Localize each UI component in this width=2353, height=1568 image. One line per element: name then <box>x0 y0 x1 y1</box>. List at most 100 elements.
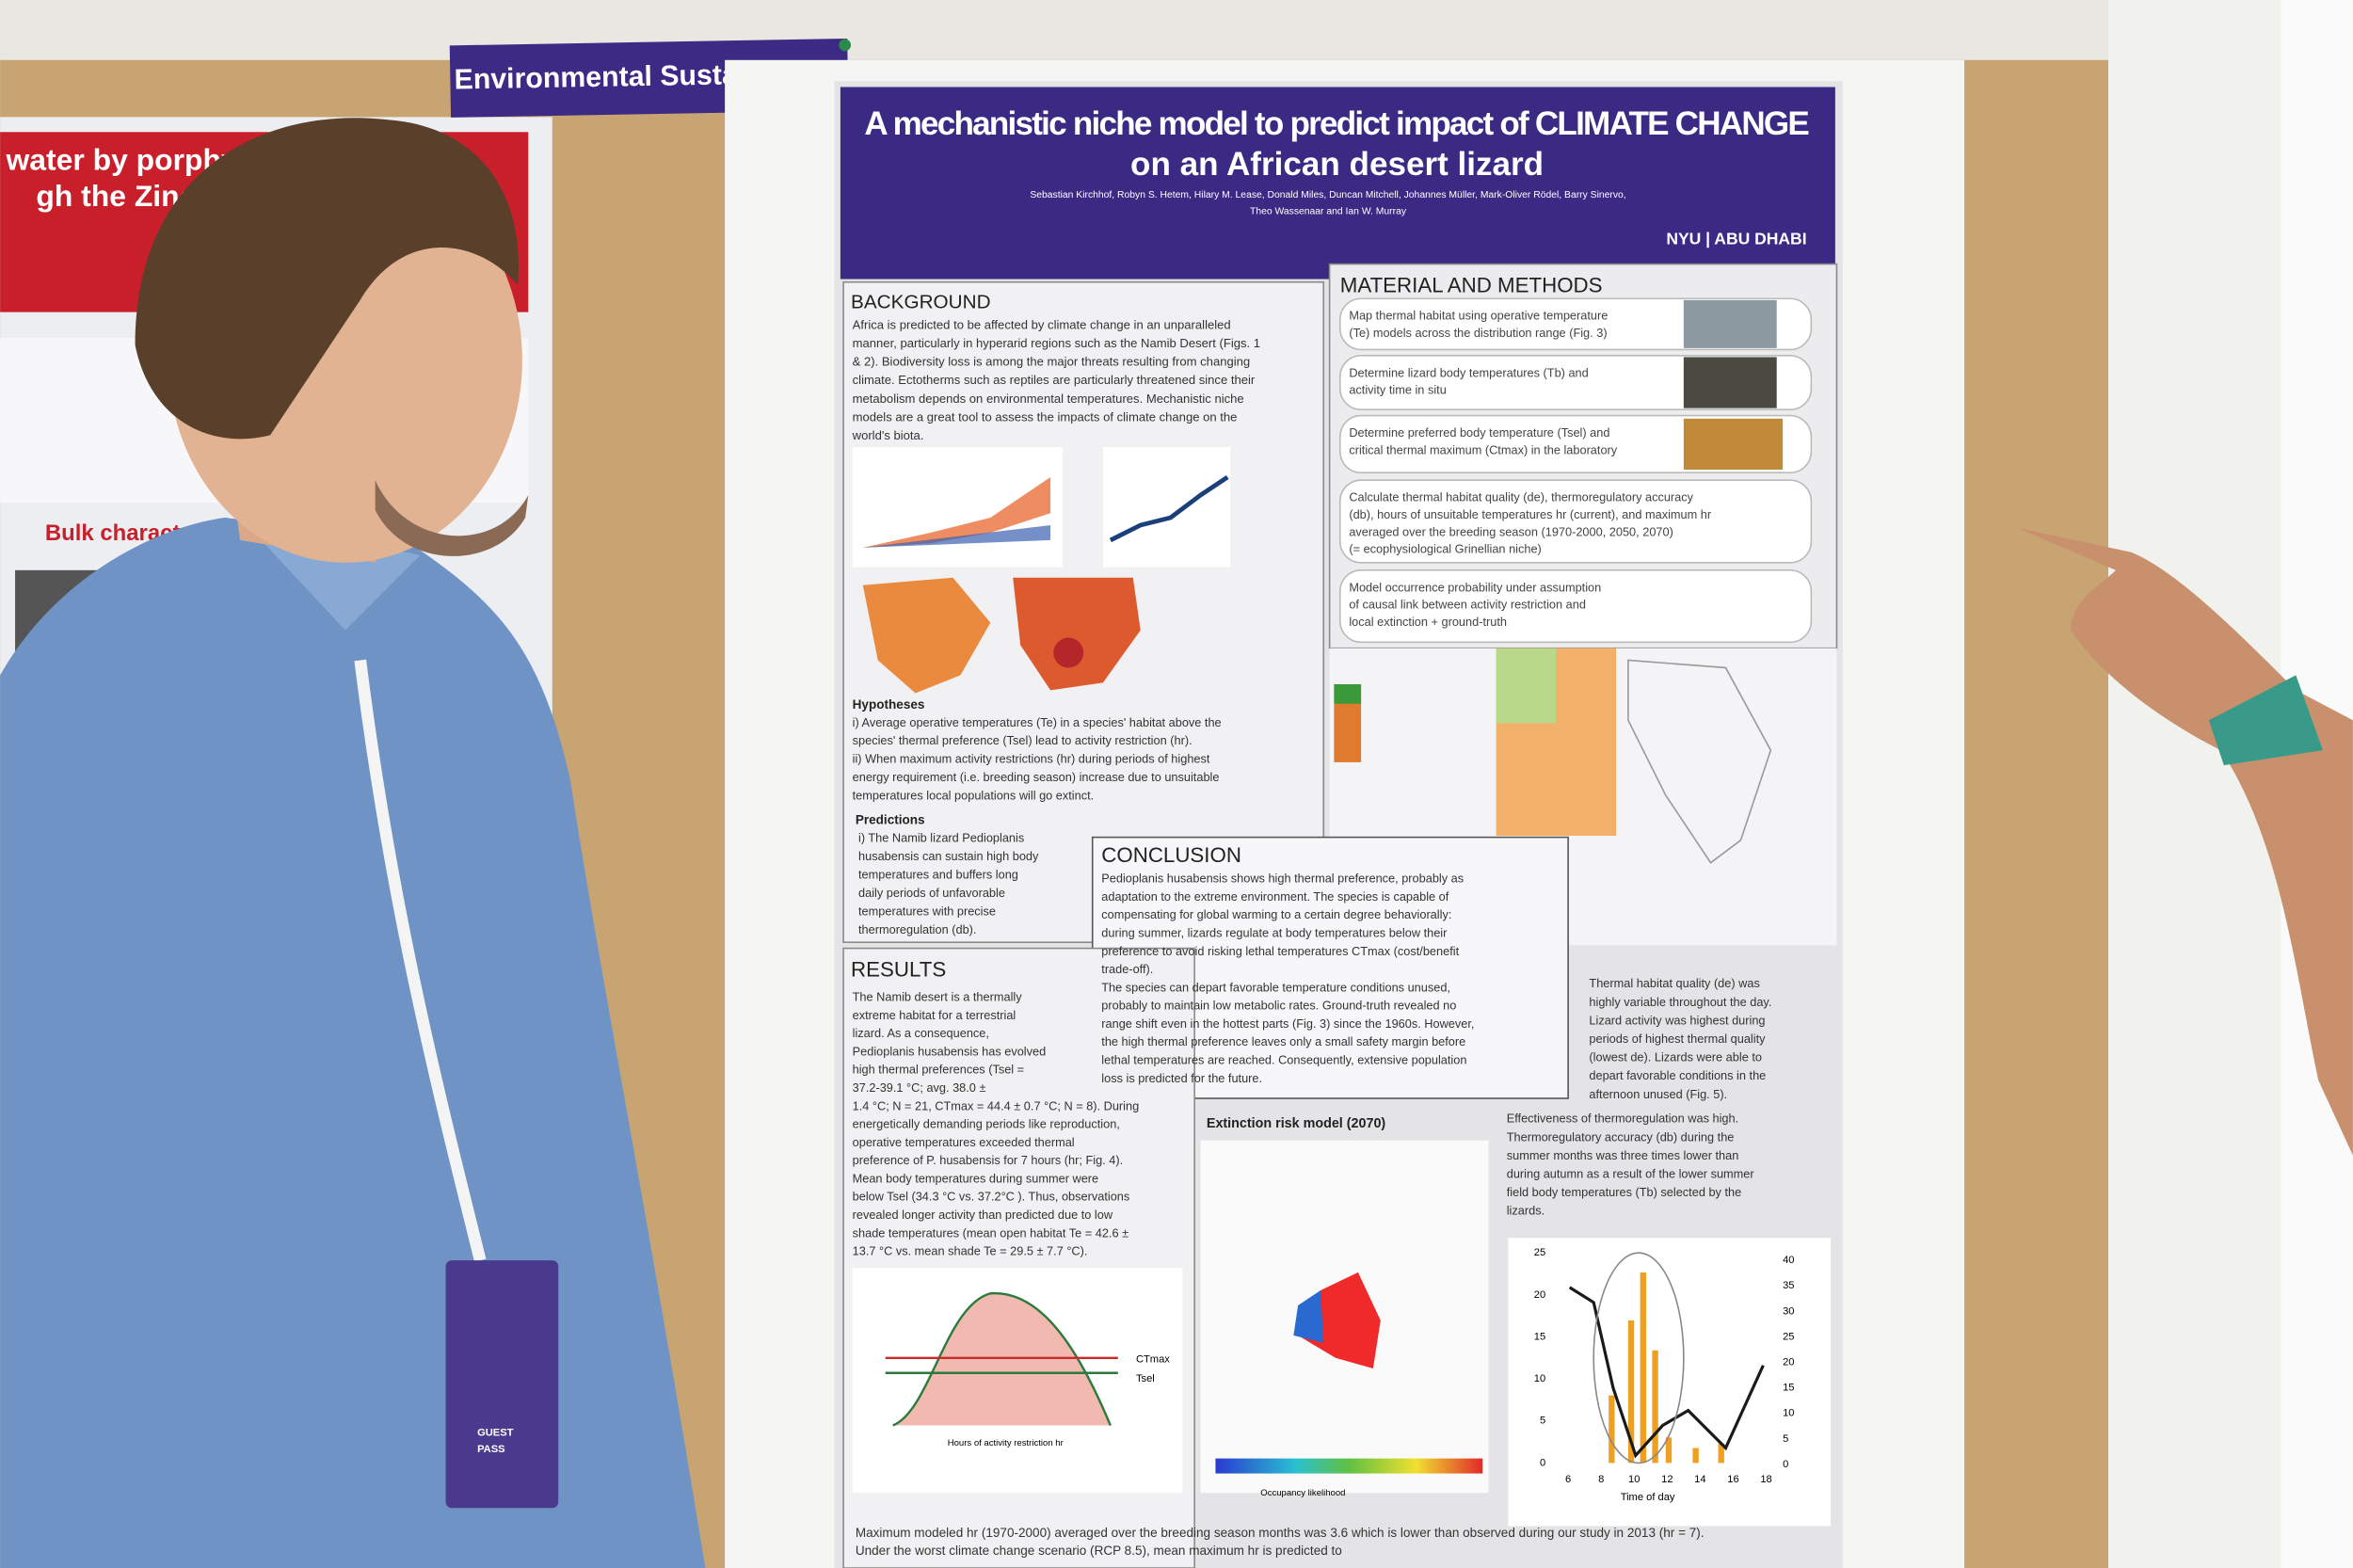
badge-text: PASS <box>477 1444 505 1455</box>
method-photo <box>1683 418 1784 471</box>
method-text: Model occurrence probability under assum… <box>1349 580 1601 594</box>
body-text: operative temperatures exceeded thermal <box>853 1135 1075 1149</box>
body-text: preference of P. husabensis for 7 hours … <box>853 1153 1124 1167</box>
fig5-tick: 8 <box>1598 1474 1604 1485</box>
method-photo <box>1683 357 1777 408</box>
method-text: activity time in situ <box>1349 383 1446 397</box>
body-text: metabolism depends on environmental temp… <box>853 392 1244 406</box>
fig5-tick: 6 <box>1565 1474 1571 1485</box>
body-text: Effectiveness of thermoregulation was hi… <box>1507 1112 1738 1126</box>
body-text: afternoon unused (Fig. 5). <box>1589 1087 1727 1101</box>
fig-curve <box>892 1292 1112 1427</box>
fig5-tick: 10 <box>1628 1474 1640 1485</box>
body-text: below Tsel (34.3 °C vs. 37.2°C ). Thus, … <box>853 1190 1130 1204</box>
section-heading: BACKGROUND <box>851 292 991 313</box>
method-text: Map thermal habitat using operative temp… <box>1349 309 1608 323</box>
authors: Theo Wassenaar and Ian W. Murray <box>1250 207 1407 217</box>
method-text: critical thermal maximum (Ctmax) in the … <box>1349 442 1617 456</box>
figure-title: Extinction risk model (2070) <box>1207 1116 1386 1131</box>
fig5-tick: 16 <box>1727 1474 1738 1485</box>
fig5-tick: 14 <box>1694 1474 1705 1485</box>
body-text: periods of highest thermal quality <box>1589 1032 1766 1046</box>
fig5-tick: 15 <box>1783 1383 1794 1394</box>
body-text: The Namib desert is a thermally <box>853 990 1023 1004</box>
body-text: field body temperatures (Tb) selected by… <box>1507 1185 1741 1199</box>
fig5-tick: 10 <box>1534 1373 1545 1384</box>
hand <box>2018 528 2353 1156</box>
body-text: revealed longer activity than predicted … <box>853 1208 1113 1222</box>
method-text: Calculate thermal habitat quality (de), … <box>1349 490 1693 504</box>
subheading: Predictions <box>856 813 925 827</box>
bracelet <box>2208 675 2324 766</box>
subheading: Hypotheses <box>853 697 925 712</box>
body-text: depart favorable conditions in the <box>1589 1068 1766 1082</box>
body-text: energy requirement (i.e. breeding season… <box>853 770 1220 784</box>
body-text: Thermal habitat quality (de) was <box>1589 976 1759 990</box>
fig5 <box>1568 1252 1765 1464</box>
body-text: species' thermal preference (Tsel) lead … <box>853 733 1193 747</box>
fig5-tick: 20 <box>1534 1289 1545 1301</box>
poster-header <box>840 87 1835 280</box>
body-text: husabensis can sustain high body <box>858 849 1039 863</box>
beard <box>375 480 529 556</box>
body-text: Mean body temperatures during summer wer… <box>853 1171 1099 1185</box>
fig5-tick: 25 <box>1783 1331 1794 1342</box>
poster-title: A mechanistic niche model to predict imp… <box>864 105 1809 142</box>
map <box>1013 577 1141 691</box>
fig5-tick: 20 <box>1783 1357 1794 1368</box>
body-text: 1.4 °C; N = 21, CTmax = 44.4 ± 0.7 °C; N… <box>853 1098 1140 1112</box>
africa-outline <box>1627 659 1772 864</box>
section-heading: CONCLUSION <box>1101 843 1241 867</box>
body-text: highly variable throughout the day. <box>1589 995 1771 1009</box>
colorbar <box>1215 1458 1483 1474</box>
body-text: trade-off). <box>1101 962 1153 976</box>
fig5-tick: 30 <box>1783 1305 1794 1317</box>
body-text: extreme habitat for a terrestrial <box>853 1008 1016 1022</box>
pin <box>839 39 852 52</box>
figure-line <box>1109 474 1229 543</box>
badge <box>445 1260 559 1509</box>
body-text: during summer, lizards regulate at body … <box>1101 925 1448 939</box>
body-text: world's biota. <box>852 428 924 442</box>
body-text: (lowest de). Lizards were able to <box>1589 1050 1762 1064</box>
method-text: averaged over the breeding season (1970-… <box>1349 524 1673 538</box>
body-text: The species can depart favorable tempera… <box>1101 980 1450 994</box>
fig5-tick: 18 <box>1760 1474 1771 1485</box>
logo: NYU | ABU DHABI <box>1666 230 1806 248</box>
risk-area <box>1293 1290 1324 1343</box>
method-text: local extinction + ground-truth <box>1349 615 1507 629</box>
body-text: Maximum modeled hr (1970-2000) averaged … <box>856 1526 1705 1540</box>
lanyard <box>354 659 487 1262</box>
fig5-xlabel: Time of day <box>1621 1492 1675 1503</box>
body-text: models are a great tool to assess the im… <box>853 409 1238 424</box>
body-text: lizards. <box>1507 1204 1545 1218</box>
map-hotspot <box>1053 637 1084 668</box>
body-text: range shift even in the hottest parts (F… <box>1101 1016 1474 1031</box>
body-text: temperatures and buffers long <box>858 867 1018 881</box>
body-text: loss is predicted for the future. <box>1101 1071 1262 1085</box>
body-text: energetically demanding periods like rep… <box>853 1117 1120 1131</box>
fig-label: Tsel <box>1136 1373 1155 1384</box>
fig5-tick: 5 <box>1540 1416 1545 1427</box>
body-text: i) Average operative temperatures (Te) i… <box>853 715 1222 729</box>
body-text: high thermal preferences (Tsel = <box>853 1063 1024 1077</box>
badge-text: GUEST <box>477 1427 514 1438</box>
body-text: Pedioplanis husabensis shows high therma… <box>1101 872 1464 886</box>
map <box>862 577 991 694</box>
body-text: adaptation to the extreme environment. T… <box>1101 889 1449 904</box>
colorbar-label: Occupancy likelihood <box>1260 1488 1345 1498</box>
body-text: temperatures local populations will go e… <box>853 789 1095 803</box>
hair <box>135 118 519 440</box>
authors: Sebastian Kirchhof, Robyn S. Hetem, Hila… <box>1030 190 1625 200</box>
fig5-tick: 25 <box>1534 1247 1545 1258</box>
method-item <box>1338 479 1813 564</box>
body-text: & 2). Biodiversity loss is among the maj… <box>853 355 1251 369</box>
body-text: i) The Namib lizard Pedioplanis <box>858 831 1024 845</box>
body-text: Thermoregulatory accuracy (db) during th… <box>1507 1129 1735 1144</box>
body-text: Africa is predicted to be affected by cl… <box>853 317 1231 331</box>
method-text: Determine lizard body temperatures (Tb) … <box>1349 365 1588 379</box>
method-text: (db), hours of unsuitable temperatures h… <box>1349 507 1712 521</box>
body-text: probably to maintain low metabolic rates… <box>1101 999 1456 1013</box>
